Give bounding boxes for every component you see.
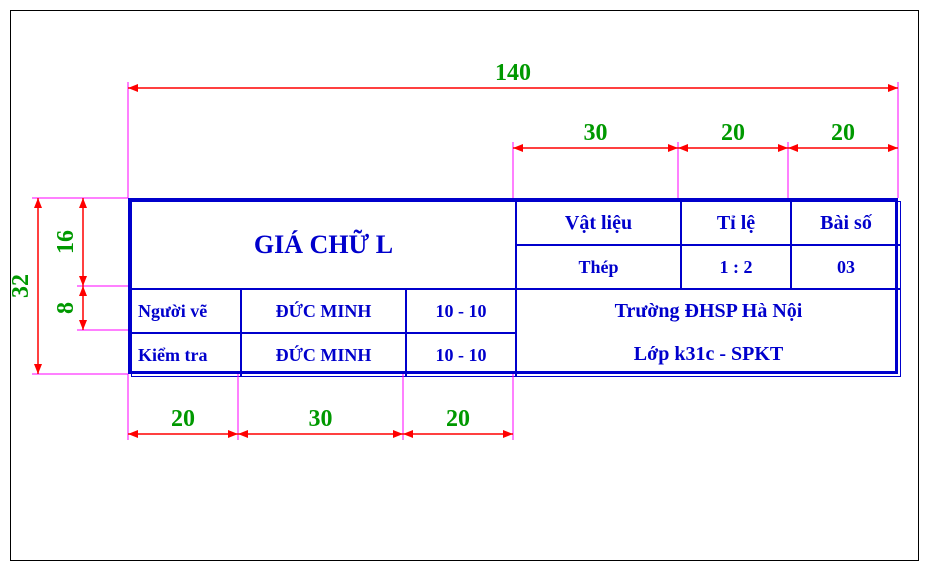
cell-nguoi-ve-date: 10 - 10	[406, 289, 516, 333]
cell-vat-lieu-label: Vật liệu	[516, 201, 681, 245]
cell-title: GIÁ CHỮ L	[131, 201, 516, 289]
cell-nguoi-ve-name: ĐỨC MINH	[241, 289, 406, 333]
cell-kiem-tra-date: 10 - 10	[406, 333, 516, 377]
cell-ti-le-value: 1 : 2	[681, 245, 791, 289]
cell-kiem-tra-label: Kiểm tra	[131, 333, 241, 377]
cell-kiem-tra-name: ĐỨC MINH	[241, 333, 406, 377]
cell-ti-le-label: Tỉ lệ	[681, 201, 791, 245]
cell-bai-so-value: 03	[791, 245, 901, 289]
cell-vat-lieu-value: Thép	[516, 245, 681, 289]
cell-bai-so-label: Bài số	[791, 201, 901, 245]
cell-nguoi-ve-label: Người vẽ	[131, 289, 241, 333]
cell-school: Trường ĐHSP Hà Nội	[516, 289, 901, 333]
cell-class: Lớp k31c - SPKT	[516, 333, 901, 377]
title-block: GIÁ CHỮ LVật liệuTỉ lệBài số Thép1 : 203 N…	[128, 198, 898, 374]
